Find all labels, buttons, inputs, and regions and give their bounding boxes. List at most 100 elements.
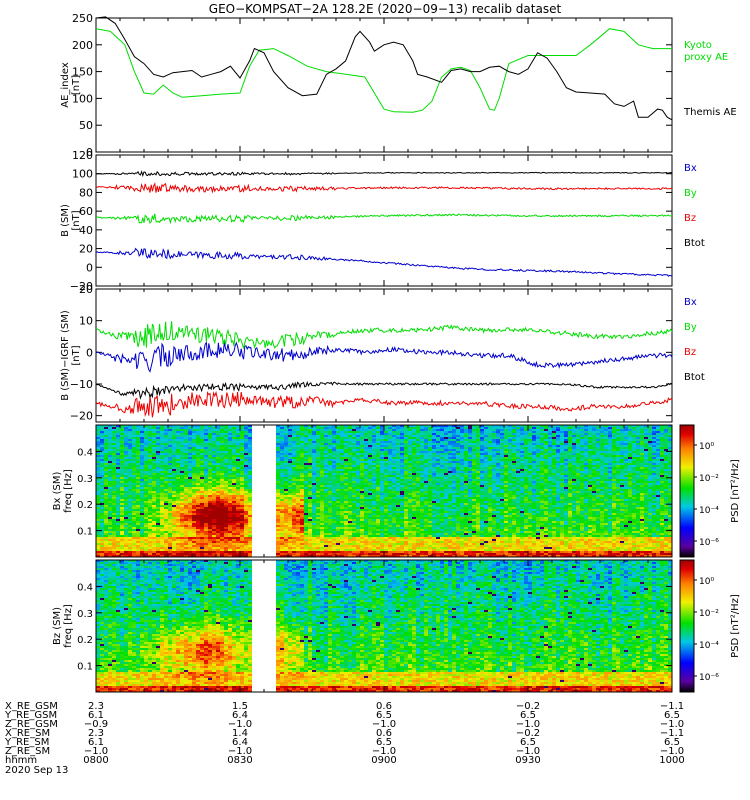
- heatmap-cell: [188, 547, 192, 549]
- heatmap-cell: [96, 463, 100, 465]
- heatmap-cell: [148, 501, 152, 503]
- heatmap-cell: [356, 475, 360, 477]
- heatmap-cell: [124, 481, 128, 483]
- heatmap-cell: [104, 485, 108, 487]
- heatmap-cell: [180, 543, 184, 545]
- heatmap-cell: [232, 519, 236, 521]
- heatmap-cell: [208, 445, 212, 447]
- heatmap-cell: [172, 489, 176, 491]
- heatmap-cell: [132, 543, 136, 545]
- heatmap-cell: [360, 549, 364, 551]
- heatmap-cell: [204, 443, 208, 445]
- heatmap-cell: [356, 501, 360, 503]
- heatmap-cell: [224, 547, 228, 549]
- heatmap-cell: [144, 475, 148, 477]
- heatmap-cell: [404, 531, 408, 533]
- heatmap-cell: [376, 495, 380, 497]
- heatmap-cell: [188, 533, 192, 535]
- heatmap-cell: [104, 501, 108, 503]
- heatmap-cell: [216, 427, 220, 429]
- heatmap-cell: [236, 489, 240, 491]
- heatmap-cell: [380, 509, 384, 511]
- heatmap-cell: [100, 447, 104, 449]
- heatmap-cell: [300, 469, 304, 471]
- heatmap-cell: [228, 465, 232, 467]
- heatmap-cell: [136, 523, 140, 525]
- heatmap-cell: [240, 425, 244, 427]
- heatmap-cell: [176, 541, 180, 543]
- heatmap-cell: [280, 441, 284, 443]
- heatmap-cell: [172, 473, 176, 475]
- heatmap-cell: [336, 533, 340, 535]
- heatmap-cell: [144, 489, 148, 491]
- heatmap-cell: [332, 445, 336, 447]
- heatmap-cell: [372, 527, 376, 529]
- heatmap-cell: [284, 499, 288, 501]
- heatmap-cell: [224, 543, 228, 545]
- heatmap-cell: [96, 473, 100, 475]
- heatmap-cell: [168, 515, 172, 517]
- heatmap-cell: [104, 551, 108, 553]
- heatmap-cell: [96, 509, 100, 511]
- heatmap-cell: [144, 449, 148, 451]
- heatmap-cell: [320, 523, 324, 525]
- heatmap-cell: [324, 445, 328, 447]
- heatmap-cell: [164, 449, 168, 451]
- heatmap-cell: [320, 439, 324, 441]
- heatmap-cell: [120, 433, 124, 435]
- heatmap-cell: [376, 453, 380, 455]
- heatmap-cell: [156, 539, 160, 541]
- heatmap-cell: [328, 529, 332, 531]
- heatmap-cell: [156, 555, 160, 557]
- heatmap-cell: [324, 471, 328, 473]
- heatmap-cell: [328, 477, 332, 479]
- heatmap-cell: [356, 533, 360, 535]
- heatmap-cell: [136, 499, 140, 501]
- heatmap-cell: [280, 517, 284, 519]
- heatmap-cell: [352, 459, 356, 461]
- heatmap-cell: [124, 551, 128, 553]
- heatmap-cell: [148, 509, 152, 511]
- heatmap-cell: [192, 541, 196, 543]
- heatmap-cell: [304, 439, 308, 441]
- heatmap-cell: [336, 433, 340, 435]
- heatmap-cell: [116, 425, 120, 427]
- heatmap-cell: [152, 549, 156, 551]
- heatmap-cell: [336, 455, 340, 457]
- heatmap-cell: [164, 543, 168, 545]
- y-tick-label: 150: [72, 66, 93, 79]
- heatmap-cell: [324, 507, 328, 509]
- heatmap-cell: [176, 463, 180, 465]
- heatmap-cell: [148, 473, 152, 475]
- heatmap-cell: [360, 545, 364, 547]
- heatmap-cell: [308, 477, 312, 479]
- heatmap-cell: [144, 443, 148, 445]
- heatmap-cell: [132, 489, 136, 491]
- heatmap-cell: [224, 503, 228, 505]
- heatmap-cell: [380, 551, 384, 553]
- heatmap-cell: [344, 493, 348, 495]
- heatmap-cell: [380, 501, 384, 503]
- heatmap-cell: [296, 515, 300, 517]
- heatmap-cell: [340, 499, 344, 501]
- heatmap-cell: [316, 523, 320, 525]
- heatmap-cell: [392, 449, 396, 451]
- heatmap-cell: [128, 505, 132, 507]
- heatmap-cell: [132, 459, 136, 461]
- heatmap-cell: [232, 553, 236, 555]
- heatmap-cell: [96, 513, 100, 515]
- heatmap-cell: [156, 447, 160, 449]
- heatmap-cell: [172, 517, 176, 519]
- heatmap-cell: [132, 503, 136, 505]
- heatmap-cell: [152, 451, 156, 453]
- heatmap-cell: [172, 551, 176, 553]
- heatmap-cell: [104, 483, 108, 485]
- heatmap-cell: [232, 469, 236, 471]
- heatmap-cell: [296, 527, 300, 529]
- heatmap-cell: [236, 519, 240, 521]
- heatmap-cell: [288, 549, 292, 551]
- heatmap-cell: [388, 435, 392, 437]
- heatmap-cell: [316, 541, 320, 543]
- heatmap-cell: [192, 427, 196, 429]
- heatmap-cell: [404, 551, 408, 553]
